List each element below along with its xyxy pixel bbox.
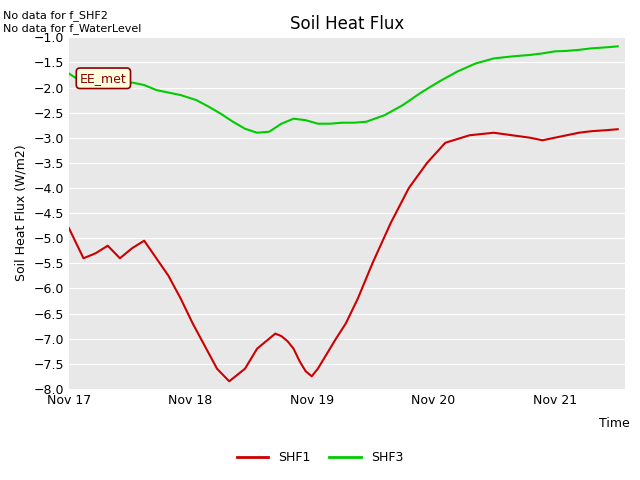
Title: Soil Heat Flux: Soil Heat Flux	[290, 15, 404, 33]
Y-axis label: Soil Heat Flux (W/m2): Soil Heat Flux (W/m2)	[15, 145, 28, 281]
Text: EE_met: EE_met	[80, 72, 127, 85]
X-axis label: Time: Time	[598, 417, 629, 430]
Text: No data for f_WaterLevel: No data for f_WaterLevel	[3, 23, 141, 34]
Text: No data for f_SHF2: No data for f_SHF2	[3, 11, 108, 22]
Legend: SHF1, SHF3: SHF1, SHF3	[232, 446, 408, 469]
